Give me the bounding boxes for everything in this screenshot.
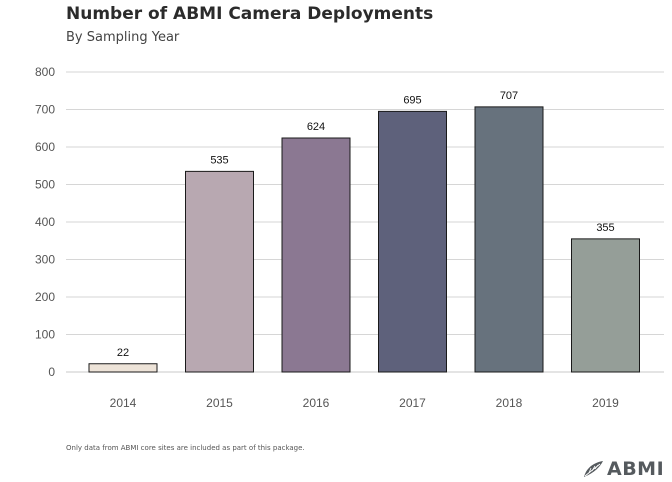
x-tick-label: 2019 [592,396,619,410]
y-tick-label: 500 [35,178,55,192]
chart-title: Number of ABMI Camera Deployments [66,4,434,24]
x-tick-label: 2018 [496,396,523,410]
bar [281,137,351,373]
bar [88,363,158,373]
y-tick-label: 200 [35,290,55,304]
y-tick-label: 800 [35,65,55,79]
y-tick-label: 700 [35,103,55,117]
x-tick-label: 2016 [303,396,330,410]
bar [185,170,254,373]
y-tick-label: 400 [35,215,55,229]
logo-text: ABMI [607,458,665,480]
y-tick-label: 100 [35,328,55,342]
chart-subtitle: By Sampling Year [66,30,180,45]
data-label: 535 [210,154,228,166]
y-tick-label: 300 [35,253,55,267]
bar [571,238,640,373]
abmi-logo: ABMI [582,456,664,482]
bar [378,110,447,373]
data-label: 22 [117,347,129,359]
abmi-leaf-icon [584,461,603,477]
x-tick-label: 2014 [110,396,137,410]
data-label: 695 [403,94,421,106]
bar [474,106,544,373]
data-label: 707 [500,90,518,102]
bar-chart: 0 100 200 300 400 500 600 700 800 22 2014 535 2015 62… [35,65,664,410]
y-tick-label: 0 [48,365,55,379]
x-tick-label: 2015 [206,396,233,410]
y-tick-label: 600 [35,140,55,154]
data-label: 624 [307,121,325,133]
data-label: 355 [596,222,614,234]
footnote: Only data from ABMI core sites are inclu… [66,444,305,452]
x-tick-label: 2017 [399,396,426,410]
